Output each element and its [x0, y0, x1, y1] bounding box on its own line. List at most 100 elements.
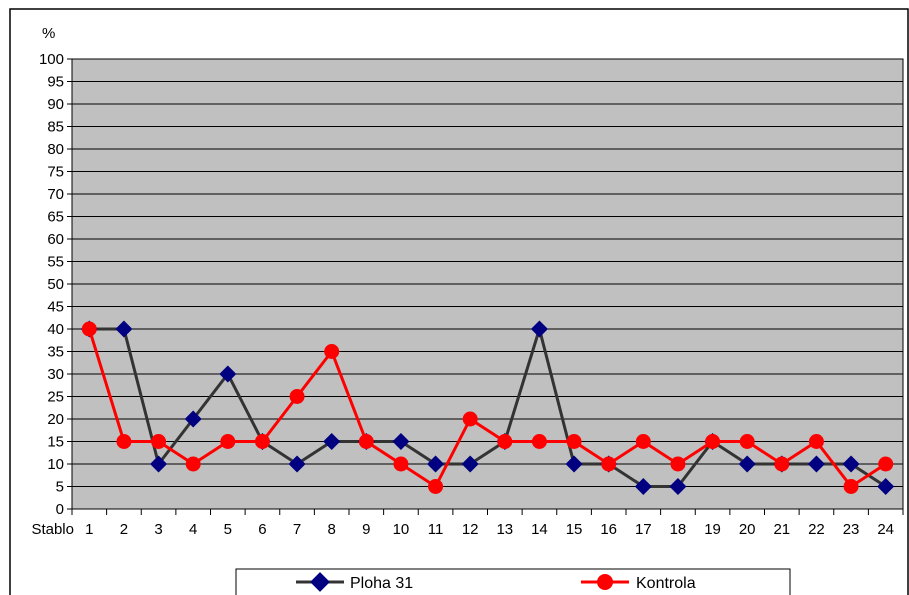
- y-tick-label: 90: [47, 96, 64, 113]
- x-tick-label: 2: [120, 521, 128, 538]
- y-axis-title: %: [42, 25, 55, 42]
- x-tick-label: 3: [154, 521, 162, 538]
- y-tick-label: 85: [47, 119, 64, 136]
- data-point-kontrola: [497, 434, 513, 449]
- data-point-kontrola: [185, 456, 201, 472]
- data-point-kontrola: [151, 434, 167, 449]
- legend: Ploha 31 Kontrola: [235, 568, 791, 595]
- legend-item-kontrola: Kontrola: [581, 574, 696, 592]
- x-tick-label: 20: [739, 521, 756, 538]
- x-tick-label: 9: [362, 521, 370, 538]
- y-tick-label: 65: [47, 209, 64, 226]
- legend-marker-kontrola: [597, 574, 613, 590]
- x-tick-label: 22: [808, 521, 825, 538]
- x-tick-label: 17: [635, 521, 652, 538]
- y-tick-label: 35: [47, 344, 64, 361]
- y-tick-label: 55: [47, 254, 64, 271]
- x-tick-label: 8: [328, 521, 336, 538]
- data-point-ploha-31: [392, 433, 410, 450]
- data-point-ploha-31: [738, 455, 756, 473]
- data-point-ploha-31: [565, 455, 583, 473]
- y-tick-label: 30: [47, 366, 64, 383]
- data-point-ploha-31: [842, 455, 860, 473]
- data-point-kontrola: [289, 389, 305, 404]
- data-point-ploha-31: [530, 320, 548, 338]
- series-layer: [80, 320, 895, 495]
- data-point-kontrola: [670, 456, 686, 472]
- x-tick-label: 12: [462, 521, 479, 538]
- data-point-kontrola: [531, 434, 547, 449]
- data-point-ploha-31: [461, 455, 479, 473]
- data-point-kontrola: [705, 434, 721, 449]
- legend-label-kontrola: Kontrola: [636, 575, 696, 592]
- data-point-kontrola: [220, 434, 236, 449]
- data-point-ploha-31: [184, 410, 202, 428]
- x-tick-label: 15: [566, 521, 583, 538]
- data-point-kontrola: [254, 434, 270, 449]
- x-tick-label: 16: [600, 521, 617, 538]
- y-tick-label: 95: [47, 74, 64, 91]
- data-point-kontrola: [566, 434, 582, 449]
- data-point-kontrola: [462, 411, 478, 427]
- y-tick-label: 20: [47, 411, 64, 428]
- x-tick-label: 5: [224, 521, 232, 538]
- x-tick-label: 24: [877, 521, 894, 538]
- x-tick-label: 1: [85, 521, 93, 538]
- y-tick-label: 60: [47, 231, 64, 248]
- x-tick-label: 21: [773, 521, 790, 538]
- data-point-ploha-31: [150, 455, 168, 473]
- x-axis-title: Stablo: [31, 521, 74, 538]
- y-tick-label: 100: [39, 51, 64, 68]
- y-tick-label: 45: [47, 299, 64, 316]
- data-point-ploha-31: [115, 320, 133, 338]
- data-point-kontrola: [81, 321, 97, 337]
- data-point-kontrola: [428, 479, 444, 494]
- x-tick-label: 11: [428, 521, 444, 538]
- data-point-ploha-31: [323, 433, 341, 450]
- data-point-kontrola: [393, 456, 409, 472]
- legend-label-ploha-31: Ploha 31: [350, 575, 413, 592]
- data-point-kontrola: [116, 434, 132, 449]
- x-tick-label: 7: [293, 521, 301, 538]
- y-tick-label: 75: [47, 164, 64, 181]
- y-tick-label: 0: [56, 501, 64, 518]
- data-point-kontrola: [739, 434, 755, 449]
- y-tick-label: 15: [47, 434, 64, 451]
- data-point-kontrola: [843, 479, 859, 494]
- data-point-ploha-31: [877, 478, 895, 495]
- y-tick-label: 40: [47, 321, 64, 338]
- x-tick-label: 6: [258, 521, 266, 538]
- y-tick-label: 25: [47, 389, 64, 406]
- data-point-ploha-31: [669, 478, 687, 495]
- data-point-kontrola: [358, 434, 374, 449]
- legend-item-ploha-31: Ploha 31: [296, 572, 413, 592]
- y-tick-label: 50: [47, 276, 64, 293]
- y-axis: 0 5 10 15 20 25 30 35 40 45 50 55 60 65 70 75 80 85 90 95 10…: [39, 51, 73, 518]
- y-tick-label: 70: [47, 186, 64, 203]
- data-point-ploha-31: [288, 455, 306, 473]
- x-tick-label: 14: [531, 521, 548, 538]
- data-point-ploha-31: [807, 455, 825, 473]
- data-point-kontrola: [601, 456, 617, 472]
- legend-marker-ploha-31: [310, 572, 330, 592]
- x-tick-label: 18: [670, 521, 687, 538]
- data-point-ploha-31: [427, 455, 445, 473]
- x-tick-label: 4: [189, 521, 197, 538]
- data-point-ploha-31: [219, 365, 237, 383]
- data-point-kontrola: [324, 344, 340, 359]
- x-tick-label: 23: [843, 521, 860, 538]
- y-tick-label: 80: [47, 141, 64, 158]
- data-point-ploha-31: [634, 478, 652, 495]
- x-tick-label: 13: [496, 521, 513, 538]
- data-point-kontrola: [808, 434, 824, 449]
- y-tick-label: 10: [47, 456, 64, 473]
- x-axis: 1 2 3 4 5 6 7 8 9 10 11 12 13 14 15 16 17 18 19 20 21 22 23 24: [71, 508, 904, 538]
- x-tick-label: 10: [393, 521, 410, 538]
- series-kontrola: [81, 321, 894, 494]
- data-point-kontrola: [878, 456, 894, 472]
- data-point-kontrola: [774, 456, 790, 472]
- data-point-kontrola: [635, 434, 651, 449]
- x-tick-label: 19: [704, 521, 721, 538]
- y-tick-label: 5: [56, 479, 64, 496]
